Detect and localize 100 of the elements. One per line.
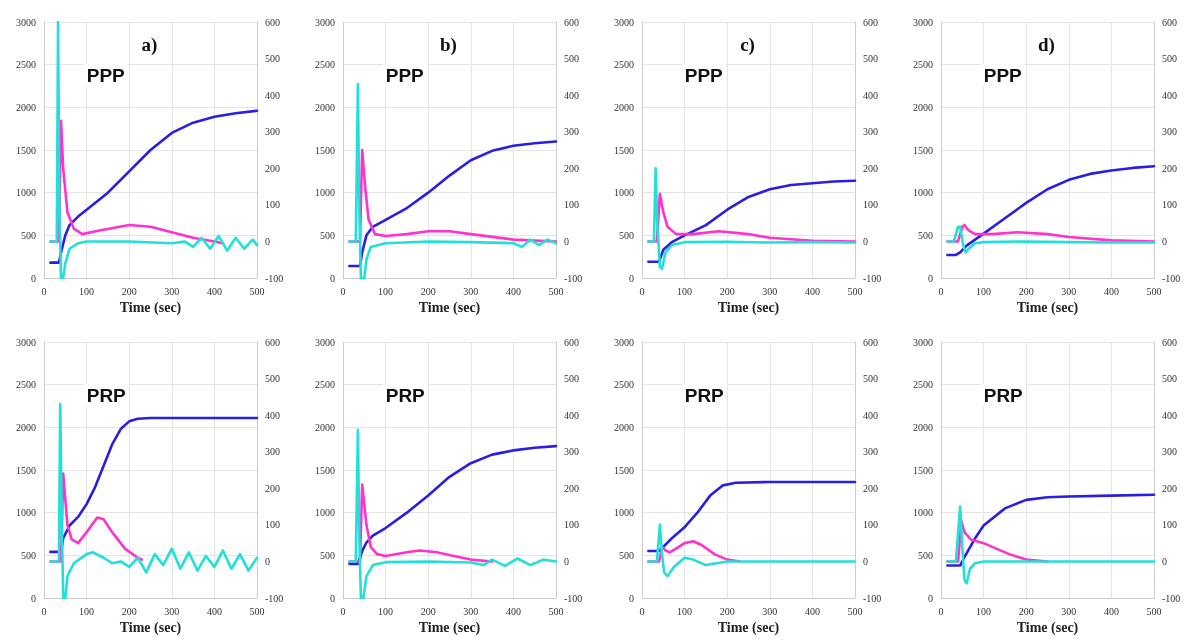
y-tick-label: 1500 <box>614 144 634 156</box>
y-tick-label: 1500 <box>913 464 933 476</box>
y-tick-label: 2000 <box>614 421 634 433</box>
y2-tick-label: 600 <box>564 16 579 28</box>
y-tick-label: 500 <box>320 229 335 241</box>
x-tick-label: 100 <box>79 605 95 617</box>
y2-tick-label: 500 <box>1162 373 1177 385</box>
y2-tick-label: 300 <box>564 126 579 138</box>
y2-tick-label: 100 <box>265 519 280 531</box>
x-axis-title: Time (sec) <box>717 300 780 317</box>
y2-tick-label: -100 <box>265 272 284 284</box>
y2-tick-label: 400 <box>564 89 579 101</box>
y2-tick-label: 500 <box>1162 53 1177 65</box>
line-series <box>348 444 558 566</box>
y2-tick-label: -100 <box>863 272 882 284</box>
x-tick-label: 0 <box>938 285 944 297</box>
x-tick-label: 400 <box>505 285 521 297</box>
x-tick-label: 100 <box>976 605 992 617</box>
y2-tick-label: 400 <box>1162 89 1177 101</box>
annotation: PRP <box>86 385 127 406</box>
y2-tick-label: 600 <box>863 16 878 28</box>
y-tick-label: 500 <box>21 549 36 561</box>
y2-tick-label: 200 <box>564 482 579 494</box>
y2-tick-label: 0 <box>265 555 270 567</box>
x-tick-label: 200 <box>719 285 735 297</box>
y2-tick-label: -100 <box>1162 272 1181 284</box>
x-tick-label: 300 <box>164 605 180 617</box>
y2-tick-label: -100 <box>863 592 882 604</box>
y-tick-label: 1500 <box>315 464 335 476</box>
annotation: PRP <box>385 385 426 406</box>
x-tick-label: 200 <box>121 285 137 297</box>
y-tick-label: 0 <box>928 592 933 604</box>
y-tick-label: 500 <box>918 229 933 241</box>
y2-tick-label: 500 <box>863 53 878 65</box>
x-tick-label: 500 <box>847 285 863 297</box>
x-tick-label: 300 <box>1061 285 1077 297</box>
y2-tick-label: 0 <box>1162 555 1167 567</box>
y2-tick-label: 600 <box>265 16 280 28</box>
y2-tick-label: 200 <box>564 162 579 174</box>
x-tick-label: 0 <box>639 605 645 617</box>
y2-tick-label: 600 <box>265 336 280 348</box>
y2-tick-label: 400 <box>265 409 280 421</box>
y-tick-label: 500 <box>320 549 335 561</box>
y2-tick-label: 400 <box>863 409 878 421</box>
x-tick-label: 500 <box>1146 605 1162 617</box>
y-tick-label: 1500 <box>16 144 36 156</box>
x-tick-label: 200 <box>420 285 436 297</box>
y2-tick-label: 0 <box>564 235 569 247</box>
y-tick-label: 2000 <box>913 421 933 433</box>
x-tick-label: 100 <box>378 285 394 297</box>
y-tick-label: 1000 <box>614 187 634 199</box>
y2-tick-label: 200 <box>863 162 878 174</box>
y-tick-label: 3000 <box>16 336 36 348</box>
x-tick-label: 100 <box>976 285 992 297</box>
y-tick-label: 0 <box>629 592 634 604</box>
y2-tick-label: 100 <box>265 199 280 211</box>
x-tick-label: 400 <box>1103 285 1119 297</box>
y-tick-label: 1000 <box>913 187 933 199</box>
line-series <box>946 164 1156 257</box>
y-tick-label: 3000 <box>614 16 634 28</box>
x-tick-label: 500 <box>847 605 863 617</box>
y2-tick-label: 500 <box>564 373 579 385</box>
x-tick-label: 300 <box>463 605 479 617</box>
y-tick-label: 500 <box>21 229 36 241</box>
y-tick-label: 2500 <box>913 59 933 71</box>
y2-tick-label: 400 <box>863 89 878 101</box>
y2-tick-label: -100 <box>564 592 583 604</box>
x-tick-label: 500 <box>249 605 265 617</box>
y2-tick-label: 300 <box>265 126 280 138</box>
annotation: PPP <box>983 65 1023 86</box>
y-tick-label: 500 <box>918 549 933 561</box>
y2-tick-label: 100 <box>1162 519 1177 531</box>
y2-tick-label: 200 <box>265 162 280 174</box>
y-tick-label: 0 <box>629 272 634 284</box>
y-tick-label: 0 <box>330 592 335 604</box>
x-axis-title: Time (sec) <box>119 620 182 637</box>
y2-tick-label: 0 <box>265 235 270 247</box>
x-tick-label: 0 <box>41 285 47 297</box>
y2-tick-label: 500 <box>265 373 280 385</box>
line-series <box>49 402 259 600</box>
line-series <box>946 225 1156 254</box>
annotation: PPP <box>385 65 425 86</box>
annotation: PPP <box>684 65 724 86</box>
x-tick-label: 500 <box>1146 285 1162 297</box>
y-tick-label: 1000 <box>614 507 634 519</box>
y2-tick-label: 300 <box>265 446 280 458</box>
y2-tick-label: 300 <box>1162 126 1177 138</box>
x-axis-title: Time (sec) <box>717 620 780 637</box>
line-series <box>647 166 857 271</box>
y-tick-label: 1500 <box>913 144 933 156</box>
y2-tick-label: 400 <box>1162 409 1177 421</box>
y-tick-label: 2000 <box>315 101 335 113</box>
annotation: PPP <box>86 65 126 86</box>
x-axis-title: Time (sec) <box>1016 620 1079 637</box>
y-tick-label: 0 <box>330 272 335 284</box>
x-axis-title: Time (sec) <box>418 620 481 637</box>
y2-tick-label: 300 <box>1162 446 1177 458</box>
y2-tick-label: 0 <box>564 555 569 567</box>
y-tick-label: 3000 <box>315 16 335 28</box>
line-series <box>348 82 558 280</box>
